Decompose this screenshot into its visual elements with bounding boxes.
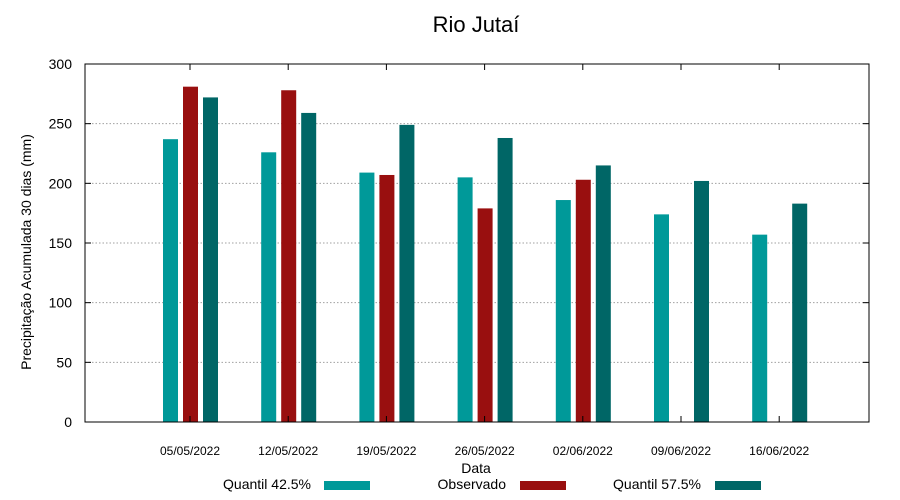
x-axis-label: Data	[461, 460, 491, 476]
bar-0-0	[163, 139, 178, 422]
bars	[163, 86, 808, 423]
bar-0-3	[457, 177, 473, 422]
chart-title: Rio Jutaí	[433, 12, 520, 37]
y-axis-ticks: 0 50 100 150 200 250 300	[49, 56, 869, 430]
bar-2-1	[301, 112, 317, 422]
bar-1-2	[379, 174, 395, 422]
bar-1-3	[477, 208, 493, 422]
bar-0-1	[261, 152, 277, 422]
grid-lines	[85, 123, 869, 363]
x-axis-ticks: 05/05/2022 12/05/2022 19/05/2022 26/05/2022…	[160, 64, 810, 458]
legend-label-0: Quantil 42.5%	[223, 476, 311, 492]
bar-0-5	[654, 214, 669, 422]
legend-swatch-1	[520, 481, 566, 490]
y-tick-label: 0	[64, 414, 72, 430]
x-tick-label: 26/05/2022	[455, 444, 515, 458]
x-tick-label: 09/06/2022	[651, 444, 711, 458]
y-tick-label: 150	[49, 235, 73, 251]
x-tick-label: 02/06/2022	[553, 444, 613, 458]
legend: Quantil 42.5% Observado Quantil 57.5%	[223, 476, 761, 492]
y-tick-label: 100	[49, 295, 73, 311]
bar-2-3	[497, 137, 513, 422]
y-tick-label: 250	[49, 116, 73, 132]
legend-swatch-0	[324, 481, 370, 490]
legend-swatch-2	[715, 481, 761, 490]
bar-1-0	[183, 86, 198, 422]
bar-0-2	[359, 172, 375, 422]
x-tick-label: 16/06/2022	[749, 444, 809, 458]
bar-2-6	[792, 203, 808, 422]
y-tick-label: 50	[56, 354, 72, 370]
y-tick-label: 300	[49, 56, 73, 72]
bar-0-6	[752, 234, 768, 422]
bar-2-2	[399, 124, 415, 423]
bar-2-0	[203, 97, 218, 422]
y-tick-label: 200	[49, 175, 73, 191]
legend-label-2: Quantil 57.5%	[613, 476, 701, 492]
bar-1-1	[281, 90, 297, 423]
bar-0-4	[555, 200, 571, 422]
bar-1-4	[575, 179, 591, 422]
legend-label-1: Observado	[438, 476, 507, 492]
x-tick-label: 05/05/2022	[160, 444, 220, 458]
x-tick-label: 19/05/2022	[356, 444, 416, 458]
y-axis-label: Precipitação Acumulada 30 dias (mm)	[18, 134, 34, 370]
x-tick-label: 12/05/2022	[258, 444, 318, 458]
bar-2-5	[694, 180, 709, 422]
bar-2-4	[595, 165, 611, 422]
